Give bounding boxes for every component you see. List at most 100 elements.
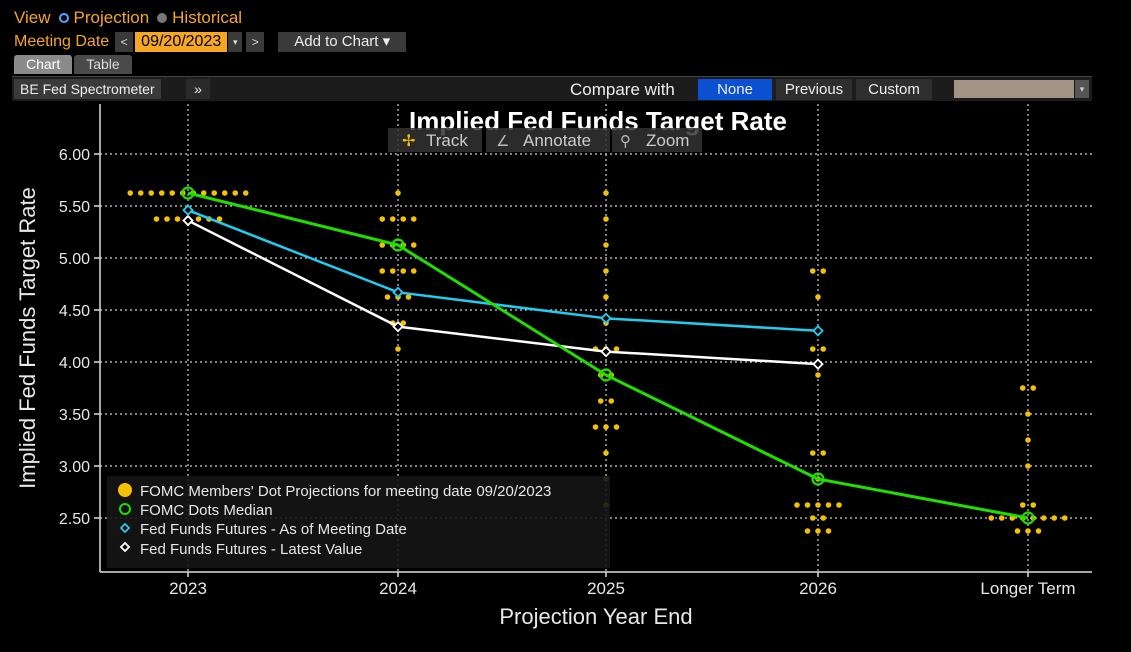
dot-projection <box>825 502 832 508</box>
dot-projection <box>809 515 816 521</box>
meeting-date-controls: Meeting Date < 09/20/2023 ▾ > Add to Cha… <box>14 32 407 52</box>
dot-projection <box>592 424 599 430</box>
dot-projection <box>820 515 827 521</box>
dot-projection <box>384 294 391 300</box>
legend-median-icon <box>119 503 131 515</box>
dot-projection <box>820 346 827 352</box>
meeting-date-dropdown-icon[interactable]: ▾ <box>228 32 243 52</box>
y-tick-label: 2.50 <box>59 511 90 528</box>
dot-projection <box>1014 528 1021 534</box>
dot-projections <box>127 190 1068 534</box>
dot-projection <box>1019 385 1026 391</box>
fed-spectrometer-button[interactable]: BE Fed Spectrometer <box>14 79 161 99</box>
dot-projection <box>603 294 609 300</box>
dot-projection <box>211 190 218 196</box>
dot-projection <box>815 294 821 300</box>
chart-tools: ✢ Track ∠ Annotate ⚲ Zoom <box>388 128 702 152</box>
dot-projection <box>836 502 842 508</box>
dot-projection <box>608 398 615 404</box>
dot-projection <box>389 216 396 222</box>
dot-projection <box>603 450 609 456</box>
view-label: View <box>14 8 51 27</box>
dot-projection <box>794 502 800 508</box>
dot-projection <box>379 216 386 222</box>
y-tick-label: 5.00 <box>59 251 90 268</box>
projection-radio[interactable]: Projection <box>58 8 150 28</box>
dot-projection <box>1040 515 1047 521</box>
x-tick-label: 2024 <box>379 579 417 598</box>
expand-icon[interactable]: » <box>186 79 210 99</box>
y-tick-label: 6.00 <box>59 147 90 164</box>
add-to-chart-button[interactable]: Add to Chart ▾ <box>278 32 407 52</box>
legend-box <box>107 476 610 568</box>
dot-projection <box>395 346 401 352</box>
dot-projection <box>809 450 816 456</box>
dot-projection <box>200 190 207 196</box>
futures-marker <box>600 312 612 325</box>
dot-projection <box>809 268 816 274</box>
dot-projection <box>379 268 386 274</box>
dot-projection <box>195 216 202 222</box>
custom-compare-field[interactable] <box>954 80 1074 98</box>
x-tick-label: 2023 <box>169 579 207 598</box>
legend-futures-latest-label: Fed Funds Futures - Latest Value <box>140 541 362 558</box>
dot-projection <box>405 294 412 300</box>
annotate-label: Annotate <box>523 131 591 150</box>
legend: FOMC Members' Dot Projections for meetin… <box>107 476 610 568</box>
futures-marker <box>812 358 824 370</box>
dot-projection <box>809 346 816 352</box>
legend-futures-meeting-label: Fed Funds Futures - As of Meeting Date <box>140 521 407 538</box>
dot-projection <box>1030 502 1037 508</box>
track-icon: ✢ <box>402 131 415 150</box>
previous-date-button[interactable]: < <box>115 32 134 52</box>
next-date-button[interactable]: > <box>246 32 265 52</box>
track-button[interactable] <box>388 128 482 152</box>
compare-none-button[interactable]: None <box>698 79 772 100</box>
tab-table[interactable]: Table <box>74 55 132 74</box>
dot-projection <box>1019 502 1026 508</box>
dot-projection <box>410 268 417 274</box>
series-line <box>187 208 819 333</box>
magnifier-icon: ⚲ <box>620 132 631 150</box>
dot-projection <box>597 398 604 404</box>
view-selector: View Projection Historical <box>14 8 242 28</box>
y-tick-label: 3.50 <box>59 407 90 424</box>
compare-custom-button[interactable]: Custom <box>856 79 932 100</box>
projection-radio-label: Projection <box>73 8 150 27</box>
legend-dots-label: FOMC Members' Dot Projections for meetin… <box>140 483 551 500</box>
y-tick-label: 5.50 <box>59 199 90 216</box>
futures-marker <box>182 204 194 216</box>
chevron-down-icon[interactable]: ▾ <box>1075 80 1089 98</box>
historical-radio-label: Historical <box>172 8 243 27</box>
view-tabs: Chart Table <box>14 55 132 74</box>
dot-projection <box>1025 528 1031 534</box>
legend-futures-latest-icon <box>119 541 131 553</box>
dot-projection <box>137 190 144 196</box>
annotate-button[interactable] <box>486 128 610 152</box>
zoom-button[interactable] <box>612 128 702 152</box>
legend-median-label: FOMC Dots Median <box>140 502 273 519</box>
futures-marker <box>392 320 404 333</box>
dot-projection <box>815 372 821 378</box>
zoom-label: Zoom <box>646 131 689 150</box>
compare-previous-button[interactable]: Previous <box>776 79 852 100</box>
annotate-icon: ∠ <box>496 132 509 150</box>
series-line <box>187 219 819 366</box>
median-marker <box>811 472 825 486</box>
meeting-date-input[interactable]: 09/20/2023 <box>135 32 228 52</box>
dot-projection <box>988 515 995 521</box>
y-tick-label: 3.00 <box>59 459 90 476</box>
historical-radio[interactable]: Historical <box>157 8 242 28</box>
x-tick-label: 2026 <box>799 579 837 598</box>
tab-chart[interactable]: Chart <box>14 55 73 74</box>
chart-axes: 2.50 3.00 3.50 4.00 4.50 5.00 5.50 6.00 2023 2024… <box>59 104 1092 598</box>
dot-projection <box>1051 515 1058 521</box>
futures-marker <box>182 214 194 227</box>
series-markers <box>181 186 1035 525</box>
dot-projection <box>820 268 827 274</box>
dot-projection <box>815 528 821 534</box>
series-lines <box>187 191 1029 520</box>
dot-projection <box>148 190 155 196</box>
dot-projection <box>164 216 170 222</box>
